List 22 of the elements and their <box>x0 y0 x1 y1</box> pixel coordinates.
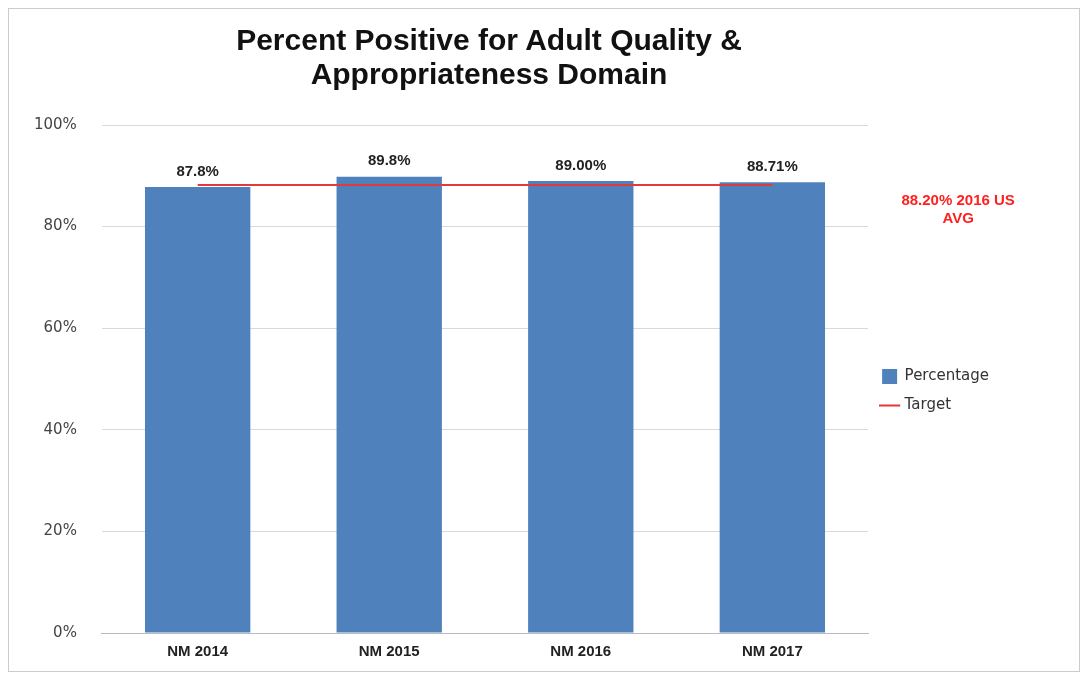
data-label: 89.00% <box>555 155 607 173</box>
x-tick-label: NM 2017 <box>741 642 803 660</box>
bar <box>336 176 442 633</box>
y-tick-label: 20% <box>43 521 77 540</box>
y-tick-label: 100% <box>33 114 77 133</box>
y-tick-label: 80% <box>43 216 77 235</box>
text: 88.20% 2016 US AVG <box>901 190 1015 226</box>
bar <box>719 182 826 633</box>
data-label: 88.71% <box>746 156 798 174</box>
x-tick-label: NM 2015 <box>358 642 420 660</box>
data-label: 87.8% <box>176 161 219 179</box>
y-tick-label: 0% <box>53 622 77 641</box>
bar <box>144 186 251 633</box>
x-tick-label: NM 2016 <box>550 642 612 660</box>
bar <box>528 180 634 633</box>
legend-label: Target <box>903 395 952 414</box>
y-tick-label: 60% <box>43 318 77 337</box>
y-tick-label: 40% <box>43 419 77 438</box>
legend-label: Percentage <box>904 366 990 385</box>
x-tick-label: NM 2014 <box>167 642 229 660</box>
data-label: 89.8% <box>367 151 411 169</box>
chart-title: Percent Positive for Adult Quality & Appropriateness Domain <box>235 23 743 91</box>
